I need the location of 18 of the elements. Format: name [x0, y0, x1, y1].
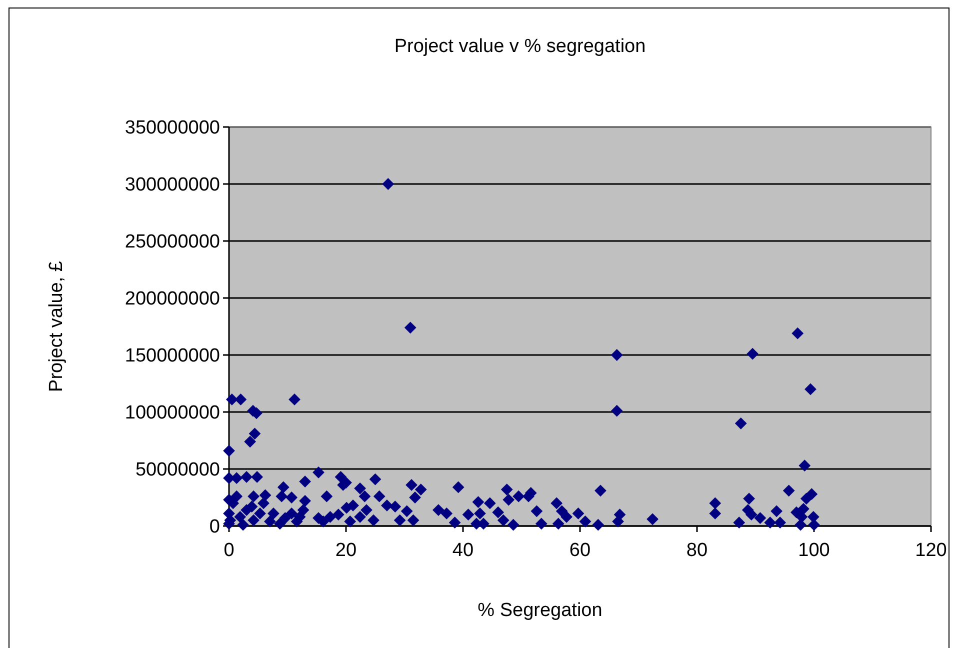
x-axis-title: % Segregation — [478, 600, 602, 621]
chart-title: Project value v % segregation — [394, 36, 646, 57]
x-tick-label: 40 — [452, 540, 474, 561]
y-tick-label: 50000000 — [135, 460, 220, 481]
x-tick-label: 80 — [686, 540, 708, 561]
y-tick-label: 350000000 — [124, 118, 220, 139]
x-tick-label: 60 — [569, 540, 591, 561]
x-tick-label: 20 — [335, 540, 357, 561]
y-tick-label: 300000000 — [124, 174, 220, 196]
y-tick-label: 100000000 — [124, 402, 220, 424]
y-axis-title: Project value, £ — [46, 260, 67, 392]
y-tick-label: 0 — [209, 516, 220, 538]
x-tick-label: 100 — [798, 540, 830, 561]
x-tick-label: 120 — [915, 540, 947, 561]
y-tick-label: 250000000 — [124, 232, 220, 253]
x-tick-label: 0 — [224, 540, 234, 561]
y-tick-label: 150000000 — [124, 346, 220, 367]
y-tick-label: 200000000 — [124, 288, 220, 310]
